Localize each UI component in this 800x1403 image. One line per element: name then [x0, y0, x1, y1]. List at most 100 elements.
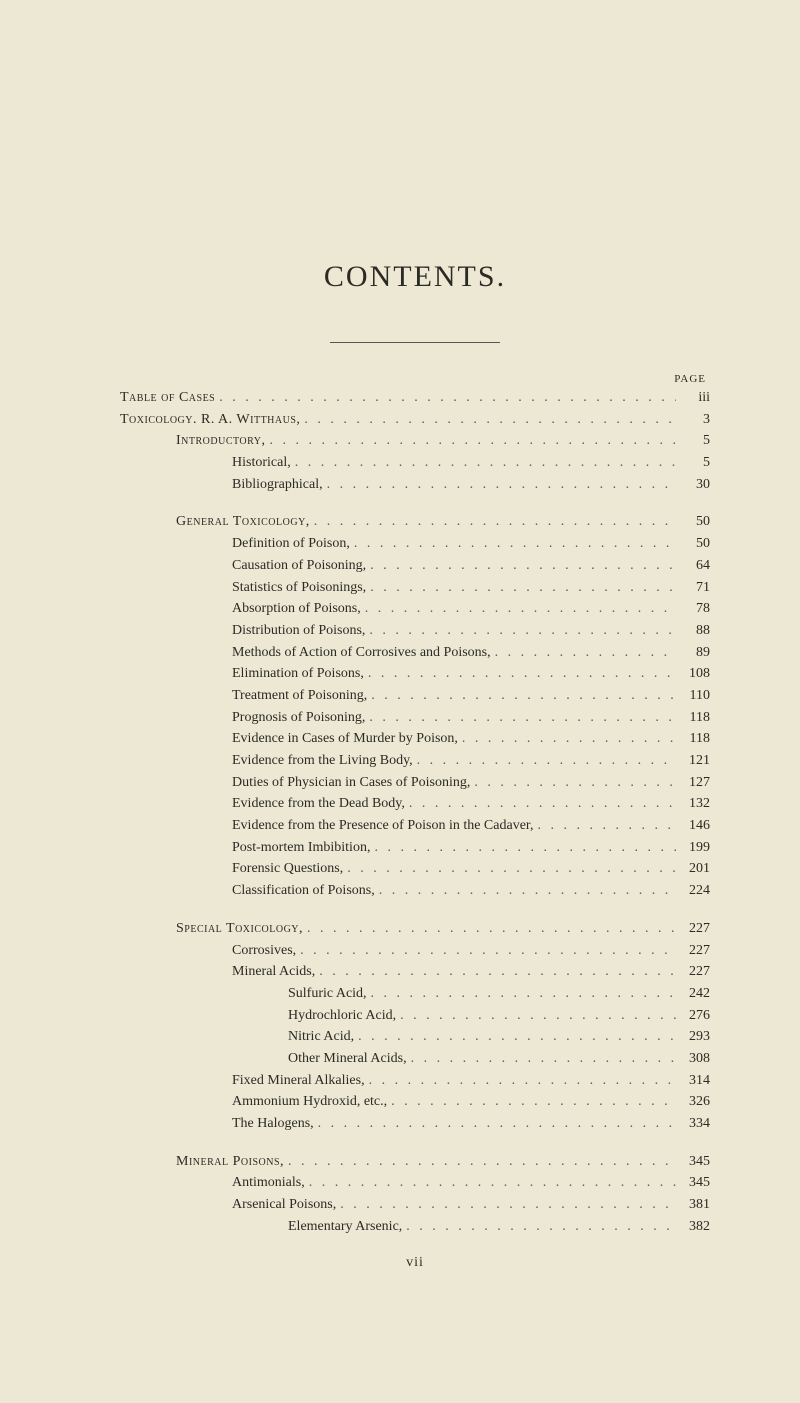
toc-leader: . . . . . . . . . . . . . . . . . . . . …	[374, 837, 676, 859]
toc-label: Definition of Poison,	[232, 533, 350, 555]
toc-leader: . . . . . . . . . . . . . . . . . . . . …	[319, 961, 676, 983]
toc-label: Post-mortem Imbibition,	[232, 837, 370, 859]
toc-leader: . . . . . . . . . . . . . . . . . . . . …	[379, 880, 676, 902]
toc-label: General Toxicology,	[176, 511, 310, 533]
toc-line: Special Toxicology,. . . . . . . . . . .…	[120, 918, 710, 940]
toc-label: Other Mineral Acids,	[288, 1048, 407, 1070]
toc-page-number: 227	[680, 918, 710, 940]
toc-page-number: 3	[680, 409, 710, 431]
toc-page-number: 314	[680, 1070, 710, 1092]
toc-leader: . . . . . . . . . . . . . . . . . . . . …	[411, 1048, 676, 1070]
toc-label: Toxicology. R. A. Witthaus,	[120, 409, 300, 431]
toc-line: Elementary Arsenic,. . . . . . . . . . .…	[120, 1216, 710, 1238]
toc-page-number: 293	[680, 1026, 710, 1048]
contents-page: CONTENTS. PAGE Table of Cases. . . . . .…	[0, 0, 800, 1331]
toc-page-number: 227	[680, 940, 710, 962]
toc-line: Prognosis of Poisoning,. . . . . . . . .…	[120, 707, 710, 729]
toc-page-number: 118	[680, 728, 710, 750]
toc-page-number: 108	[680, 663, 710, 685]
toc-label: Mineral Poisons,	[176, 1151, 284, 1173]
toc-leader: . . . . . . . . . . . . . . . . . . . . …	[474, 772, 676, 794]
toc-line: Causation of Poisoning,. . . . . . . . .…	[120, 555, 710, 577]
toc-page-number: 146	[680, 815, 710, 837]
toc-line: General Toxicology,. . . . . . . . . . .…	[120, 511, 710, 533]
toc-line: Evidence in Cases of Murder by Poison,. …	[120, 728, 710, 750]
toc-label: Corrosives,	[232, 940, 296, 962]
toc-label: Ammonium Hydroxid, etc.,	[232, 1091, 387, 1113]
toc-page-number: 71	[680, 577, 710, 599]
toc-label: Antimonials,	[232, 1172, 305, 1194]
section-gap	[120, 495, 710, 511]
toc-leader: . . . . . . . . . . . . . . . . . . . . …	[288, 1151, 676, 1173]
title-rule	[330, 342, 500, 343]
toc-leader: . . . . . . . . . . . . . . . . . . . . …	[369, 1070, 676, 1092]
toc-page-number: 64	[680, 555, 710, 577]
toc-line: Mineral Poisons,. . . . . . . . . . . . …	[120, 1151, 710, 1173]
toc-line: Methods of Action of Corrosives and Pois…	[120, 642, 710, 664]
toc-line: Mineral Acids,. . . . . . . . . . . . . …	[120, 961, 710, 983]
toc-leader: . . . . . . . . . . . . . . . . . . . . …	[371, 983, 676, 1005]
toc-label: Treatment of Poisoning,	[232, 685, 367, 707]
toc-leader: . . . . . . . . . . . . . . . . . . . . …	[354, 533, 676, 555]
toc-line: Statistics of Poisonings,. . . . . . . .…	[120, 577, 710, 599]
section-gap	[120, 902, 710, 918]
toc-page-number: 199	[680, 837, 710, 859]
toc-label: Classification of Poisons,	[232, 880, 375, 902]
toc-label: Nitric Acid,	[288, 1026, 354, 1048]
toc-leader: . . . . . . . . . . . . . . . . . . . . …	[462, 728, 676, 750]
toc-leader: . . . . . . . . . . . . . . . . . . . . …	[347, 858, 676, 880]
toc-line: Fixed Mineral Alkalies,. . . . . . . . .…	[120, 1070, 710, 1092]
section-gap	[120, 1135, 710, 1151]
toc-label: Forensic Questions,	[232, 858, 343, 880]
toc-line: Nitric Acid,. . . . . . . . . . . . . . …	[120, 1026, 710, 1048]
toc-page-number: 88	[680, 620, 710, 642]
toc-label: Hydrochloric Acid,	[288, 1005, 396, 1027]
toc-line: Absorption of Poisons,. . . . . . . . . …	[120, 598, 710, 620]
table-of-contents: Table of Cases. . . . . . . . . . . . . …	[120, 387, 710, 1237]
toc-label: Bibliographical,	[232, 474, 323, 496]
toc-leader: . . . . . . . . . . . . . . . . . . . . …	[358, 1026, 676, 1048]
toc-label: Introductory,	[176, 430, 266, 452]
toc-line: Evidence from the Dead Body,. . . . . . …	[120, 793, 710, 815]
toc-label: Distribution of Poisons,	[232, 620, 365, 642]
toc-leader: . . . . . . . . . . . . . . . . . . . . …	[304, 409, 676, 431]
toc-line: Post-mortem Imbibition,. . . . . . . . .…	[120, 837, 710, 859]
toc-line: Evidence from the Living Body,. . . . . …	[120, 750, 710, 772]
toc-page-number: 381	[680, 1194, 710, 1216]
toc-label: Absorption of Poisons,	[232, 598, 361, 620]
toc-leader: . . . . . . . . . . . . . . . . . . . . …	[417, 750, 676, 772]
toc-leader: . . . . . . . . . . . . . . . . . . . . …	[409, 793, 676, 815]
toc-line: Table of Cases. . . . . . . . . . . . . …	[120, 387, 710, 409]
toc-line: Elimination of Poisons,. . . . . . . . .…	[120, 663, 710, 685]
toc-label: Special Toxicology,	[176, 918, 303, 940]
toc-line: Forensic Questions,. . . . . . . . . . .…	[120, 858, 710, 880]
toc-leader: . . . . . . . . . . . . . . . . . . . . …	[365, 598, 676, 620]
toc-label: Elementary Arsenic,	[288, 1216, 402, 1238]
toc-label: Elimination of Poisons,	[232, 663, 364, 685]
toc-line: Treatment of Poisoning,. . . . . . . . .…	[120, 685, 710, 707]
toc-page-number: 345	[680, 1172, 710, 1194]
toc-label: Duties of Physician in Cases of Poisonin…	[232, 772, 470, 794]
toc-line: Sulfuric Acid,. . . . . . . . . . . . . …	[120, 983, 710, 1005]
toc-page-number: iii	[680, 387, 710, 409]
toc-page-number: 242	[680, 983, 710, 1005]
toc-page-number: 308	[680, 1048, 710, 1070]
toc-label: Evidence from the Presence of Poison in …	[232, 815, 534, 837]
toc-leader: . . . . . . . . . . . . . . . . . . . . …	[295, 452, 676, 474]
toc-line: Toxicology. R. A. Witthaus,. . . . . . .…	[120, 409, 710, 431]
toc-line: Hydrochloric Acid,. . . . . . . . . . . …	[120, 1005, 710, 1027]
toc-line: Evidence from the Presence of Poison in …	[120, 815, 710, 837]
toc-leader: . . . . . . . . . . . . . . . . . . . . …	[300, 940, 676, 962]
toc-leader: . . . . . . . . . . . . . . . . . . . . …	[406, 1216, 676, 1238]
toc-label: Causation of Poisoning,	[232, 555, 366, 577]
toc-label: Fixed Mineral Alkalies,	[232, 1070, 365, 1092]
toc-page-number: 127	[680, 772, 710, 794]
toc-label: Historical,	[232, 452, 291, 474]
toc-label: Prognosis of Poisoning,	[232, 707, 365, 729]
toc-label: Mineral Acids,	[232, 961, 315, 983]
toc-leader: . . . . . . . . . . . . . . . . . . . . …	[327, 474, 676, 496]
page-title: CONTENTS.	[120, 260, 710, 294]
toc-line: The Halogens,. . . . . . . . . . . . . .…	[120, 1113, 710, 1135]
toc-line: Duties of Physician in Cases of Poisonin…	[120, 772, 710, 794]
toc-leader: . . . . . . . . . . . . . . . . . . . . …	[309, 1172, 676, 1194]
